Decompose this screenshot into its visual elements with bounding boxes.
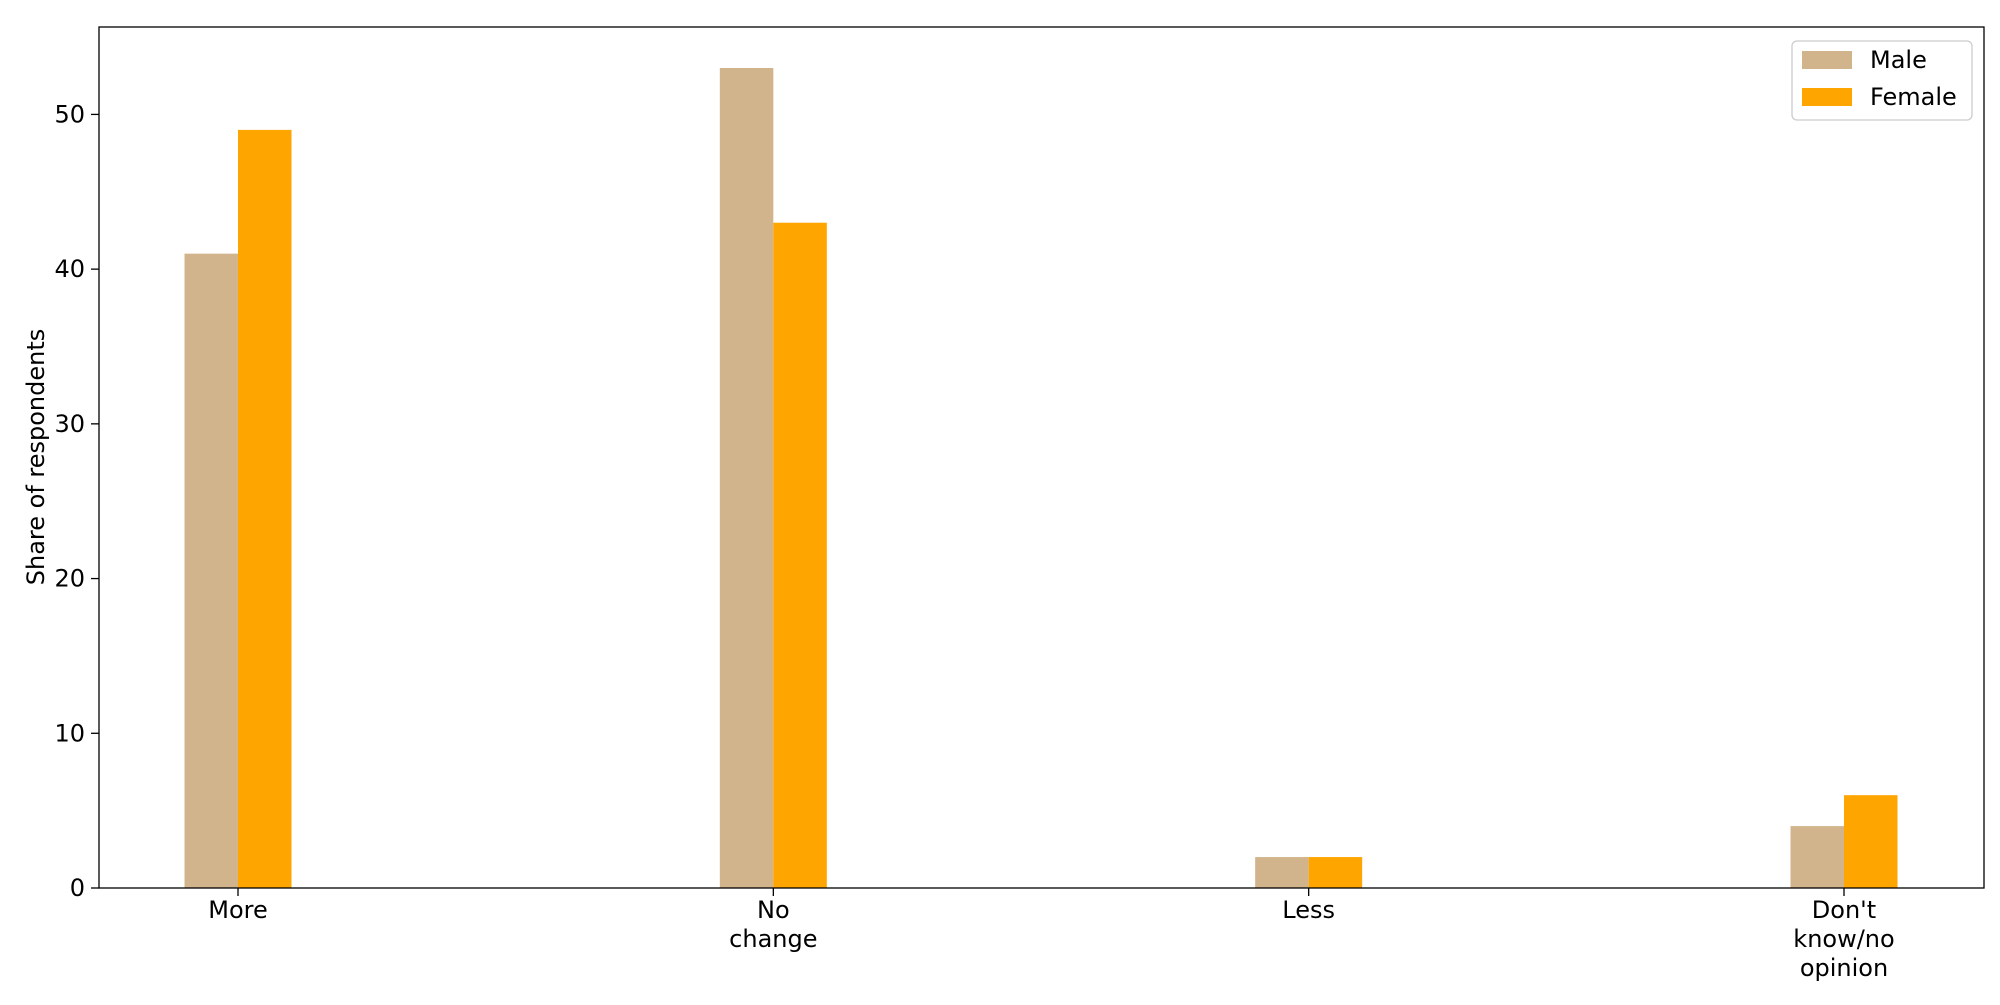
y-tick-label-10: 10	[54, 719, 85, 747]
bar-male-3	[1790, 826, 1844, 888]
x-tick-label-3: Don't know/no opinion	[1793, 896, 1894, 982]
axes-layer: 0 10 20 30 40 50 More No change Less Don't know/no o…	[54, 26, 1985, 982]
bar-male-2	[1255, 857, 1309, 888]
x-tick-label-line: Less	[1282, 896, 1335, 924]
x-tick-label-line: know/no	[1793, 925, 1894, 953]
legend: Male Female	[1791, 40, 1973, 121]
x-tick-label-0: More	[208, 896, 268, 924]
legend-swatch-female	[1802, 88, 1852, 106]
legend-label-female: Female	[1870, 83, 1957, 111]
y-tick-label-30: 30	[54, 410, 85, 438]
y-tick-label-20: 20	[54, 565, 85, 593]
x-tick-label-line: No	[757, 896, 790, 924]
y-tick-label-0: 0	[70, 874, 85, 902]
plot-frame	[98, 26, 1985, 889]
x-tick-label-line: change	[729, 925, 817, 953]
x-tick-label-1: No change	[729, 896, 817, 953]
legend-label-male: Male	[1870, 46, 1927, 74]
bar-male-1	[719, 68, 774, 888]
y-axis-label: Share of respondents	[22, 329, 50, 586]
y-tick-label-40: 40	[54, 255, 85, 283]
bar-female-0	[238, 129, 292, 889]
legend-swatch-male	[1802, 51, 1852, 69]
x-tick-label-line: More	[208, 896, 268, 924]
x-tick-label-2: Less	[1282, 896, 1335, 924]
bar-female-3	[1844, 795, 1898, 888]
bars-layer	[184, 68, 1898, 889]
bar-female-2	[1308, 857, 1363, 888]
bar-female-1	[773, 222, 827, 888]
x-tick-label-line: Don't	[1812, 896, 1876, 924]
bar-male-0	[184, 253, 238, 888]
x-tick-label-line: opinion	[1800, 954, 1888, 982]
y-tick-label-50: 50	[54, 100, 85, 128]
